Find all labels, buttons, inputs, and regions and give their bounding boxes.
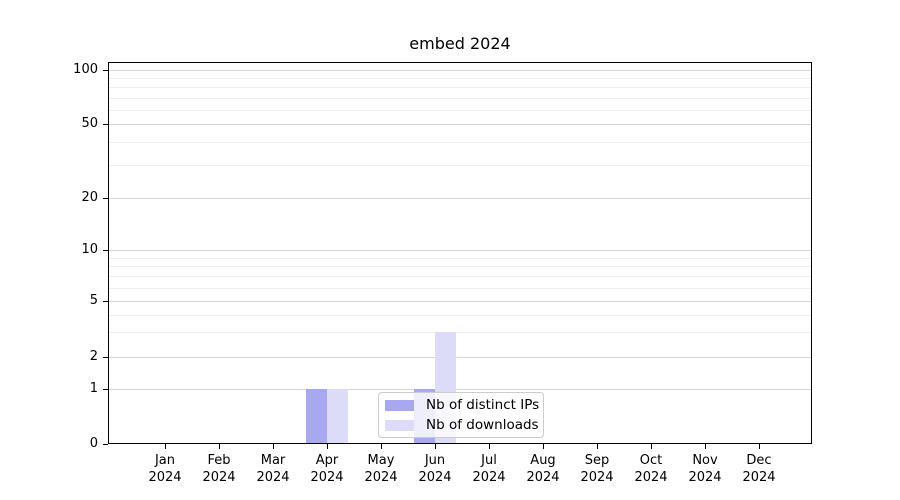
y-tick-mark [103,389,108,391]
gridline-minor [109,266,811,268]
x-tick-month: Aug [530,453,556,468]
gridline-major [109,124,811,125]
gridline-minor [109,78,811,80]
gridline-minor [109,332,811,334]
gridline-minor [109,142,811,144]
gridline-major [109,70,811,71]
x-tick-year: 2024 [526,470,560,485]
gridline-minor [109,97,811,99]
x-tick-label: Aug 2024 [511,452,575,486]
y-tick-label: 0 [89,436,98,451]
x-tick-label: Oct 2024 [619,452,683,486]
bar [306,389,327,444]
y-tick-mark [103,70,108,72]
x-tick-year: 2024 [418,470,452,485]
legend-row: Nb of downloads [385,417,539,433]
y-tick-label: 20 [81,190,98,205]
y-tick-mark [103,124,108,126]
legend-label: Nb of distinct IPs [426,397,540,413]
x-tick-month: Apr [315,453,339,468]
x-tick-year: 2024 [364,470,398,485]
y-tick-mark [103,444,108,446]
x-tick-mark [759,444,761,449]
gridline-major [109,250,811,251]
x-tick-label: Jan 2024 [133,452,197,486]
x-tick-mark [435,444,437,449]
y-tick-mark [103,301,108,303]
y-tick-mark [103,198,108,200]
x-tick-month: Jan [154,453,176,468]
x-tick-month: Nov [692,453,718,468]
x-tick-year: 2024 [688,470,722,485]
x-tick-year: 2024 [148,470,182,485]
legend-row: Nb of distinct IPs [385,397,539,413]
y-tick-label: 5 [89,293,98,308]
x-tick-mark [597,444,599,449]
x-tick-label: Jun 2024 [403,452,467,486]
x-tick-year: 2024 [580,470,614,485]
chart-title: embed 2024 [409,34,511,53]
x-tick-label: Dec 2024 [727,452,791,486]
x-tick-year: 2024 [202,470,236,485]
x-tick-label: Nov 2024 [673,452,737,486]
y-tick-label: 100 [73,62,98,77]
x-tick-mark [489,444,491,449]
legend-swatch [385,419,414,431]
gridline-major [109,357,811,358]
x-tick-mark [543,444,545,449]
x-tick-year: 2024 [742,470,776,485]
x-tick-month: Oct [639,453,663,468]
x-tick-label: Feb 2024 [187,452,251,486]
y-tick-label: 1 [89,381,98,396]
x-tick-label: Sep 2024 [565,452,629,486]
gridline-minor [109,276,811,278]
y-tick-label: 50 [81,116,98,131]
y-tick-label: 10 [81,242,98,257]
legend: Nb of distinct IPs Nb of downloads [378,392,544,438]
x-tick-month: Sep [584,453,610,468]
x-tick-month: Jul [481,453,497,468]
gridline-major [109,301,811,302]
gridline-minor [109,109,811,111]
x-tick-mark [219,444,221,449]
x-tick-mark [381,444,383,449]
y-tick-mark [103,250,108,252]
gridline-minor [109,287,811,289]
x-tick-year: 2024 [634,470,668,485]
x-tick-month: Dec [746,453,772,468]
x-tick-mark [273,444,275,449]
x-tick-mark [651,444,653,449]
x-tick-label: Mar 2024 [241,452,305,486]
legend-swatch [385,399,414,411]
x-tick-month: Mar [260,453,286,468]
x-tick-year: 2024 [256,470,290,485]
x-tick-label: Apr 2024 [295,452,359,486]
x-tick-month: May [367,453,395,468]
x-tick-month: Feb [207,453,231,468]
x-tick-mark [705,444,707,449]
gridline-minor [109,257,811,259]
x-tick-year: 2024 [472,470,506,485]
x-tick-mark [327,444,329,449]
bar [327,389,348,444]
x-tick-mark [165,444,167,449]
x-tick-label: Jul 2024 [457,452,521,486]
x-tick-month: Jun [424,453,446,468]
gridline-major [109,198,811,199]
plot-border [108,62,812,444]
gridline-minor [109,314,811,316]
x-tick-label: May 2024 [349,452,413,486]
gridline-minor [109,165,811,167]
x-tick-year: 2024 [310,470,344,485]
y-tick-label: 2 [89,349,98,364]
y-tick-mark [103,357,108,359]
gridline-minor [109,87,811,89]
gridline-major [109,389,811,390]
legend-label: Nb of downloads [426,417,539,433]
